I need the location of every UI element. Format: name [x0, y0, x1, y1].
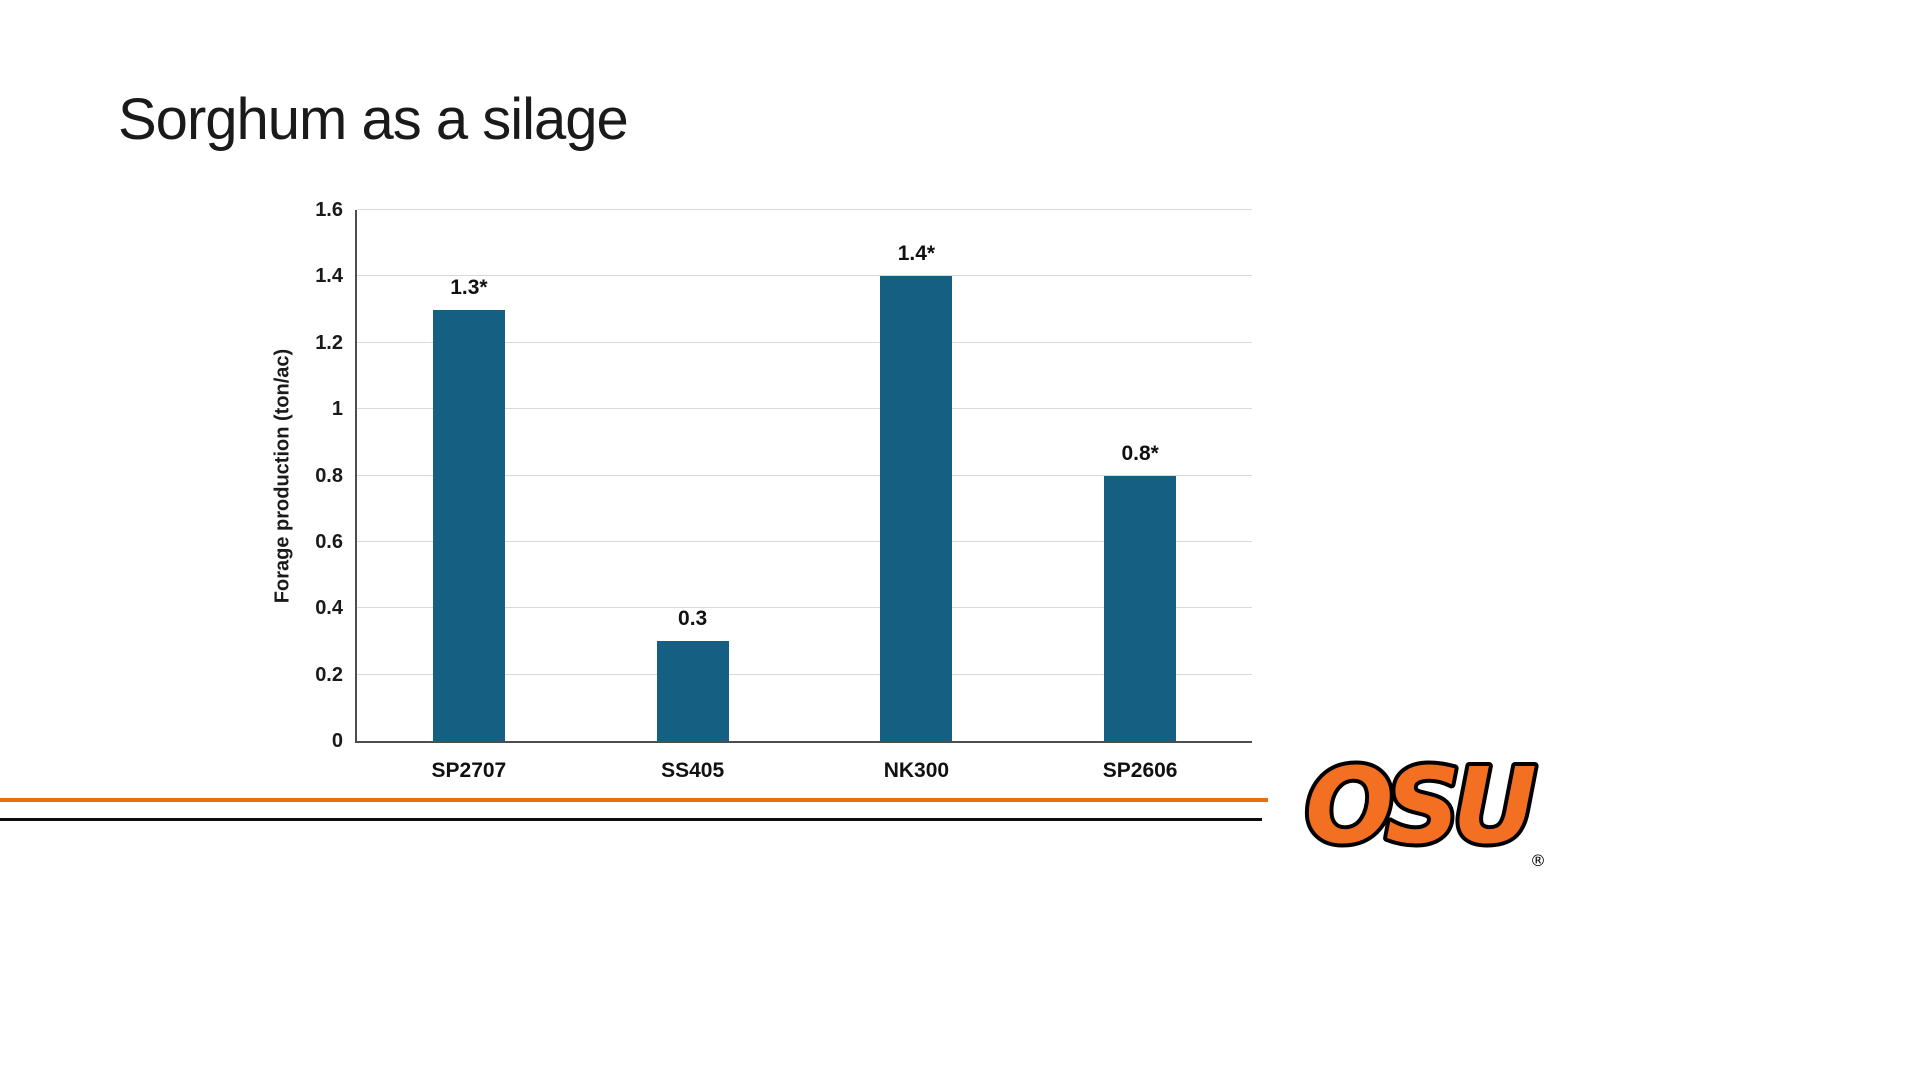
y-tick-label: 0.8 [315, 464, 343, 487]
osu-logo: OSU ® [1282, 736, 1552, 876]
bar-value-label: 1.4* [897, 242, 936, 266]
y-tick-label: 1.4 [315, 265, 343, 288]
osu-logo-svg: OSU ® [1301, 741, 1547, 871]
gridline [357, 341, 1252, 343]
x-tick-label: SP2606 [1102, 759, 1178, 782]
osu-logo-text: OSU [1305, 745, 1535, 867]
gridline [357, 474, 1252, 476]
gridline [357, 275, 1252, 277]
footer-black-line [0, 818, 1262, 821]
gridline [357, 673, 1252, 675]
bar-value-label: 1.3* [450, 275, 488, 299]
y-tick-label: 1.6 [315, 199, 343, 221]
y-tick-label: 0 [331, 730, 343, 752]
y-tick-label: 1.2 [315, 331, 343, 354]
registered-mark-icon: ® [1530, 851, 1546, 870]
gridline [357, 209, 1252, 210]
bar-sp2606 [1104, 475, 1177, 741]
y-tick-label: 0.2 [315, 663, 343, 686]
bar-value-label: 0.3 [678, 607, 708, 631]
y-tick-label: 0.4 [315, 597, 343, 620]
gridline [357, 408, 1252, 410]
gridline [357, 607, 1252, 609]
x-tick-label: SS405 [661, 759, 725, 782]
bar-sp2707 [432, 309, 505, 741]
y-tick-label: 1 [331, 398, 343, 421]
bar-ss405 [656, 641, 729, 741]
y-axis-title: Forage production (ton/ac) [271, 348, 294, 604]
slide-title: Sorghum as a silage [118, 87, 629, 152]
gridline [357, 540, 1252, 542]
y-tick-label: 0.6 [315, 530, 343, 553]
bar-nk300 [880, 276, 953, 741]
footer-orange-line [0, 798, 1268, 802]
x-tick-label: SP2707 [431, 759, 507, 782]
bar-value-label: 0.8* [1121, 441, 1159, 465]
plot-area: 0 0.2 0.4 0.6 0.8 1 1.2 1.4 1.6 1.3* SP2707 0.3 SS40… [315, 199, 1252, 782]
x-tick-label: NK300 [883, 759, 950, 782]
